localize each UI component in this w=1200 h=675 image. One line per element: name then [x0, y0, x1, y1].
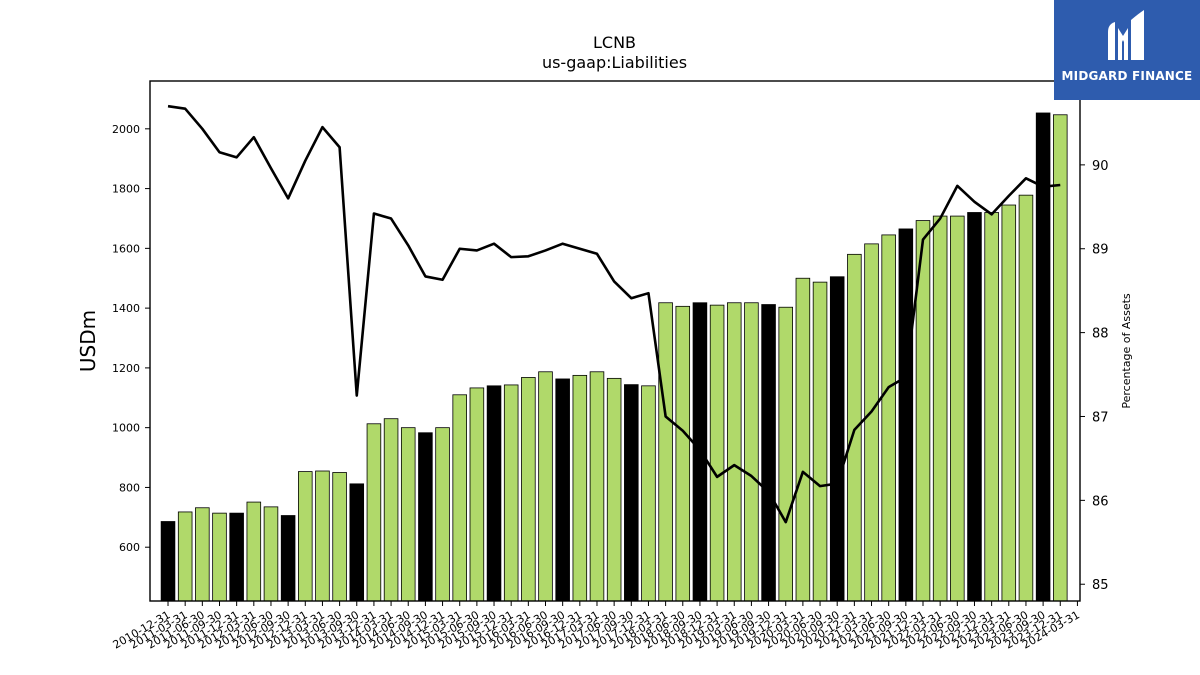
bar — [932, 215, 948, 602]
bar — [538, 371, 553, 602]
bar — [246, 501, 262, 602]
y-tick-label: 1000 — [112, 422, 140, 435]
bar — [864, 243, 879, 602]
bar — [315, 470, 330, 602]
y2-tick-label: 86 — [1092, 494, 1109, 509]
bar — [229, 512, 244, 602]
y-tick-label: 1200 — [112, 362, 140, 375]
bar — [641, 385, 656, 602]
bar — [829, 276, 845, 602]
chart-subtitle: us-gaap:Liabilities — [541, 53, 688, 72]
y2-axis-label: Percentage of Assets — [1120, 293, 1133, 409]
y-tick-label: 1800 — [112, 183, 140, 196]
bar — [383, 418, 399, 602]
logo-mark-icon — [1108, 10, 1144, 60]
bar — [366, 423, 382, 602]
bar — [298, 471, 313, 602]
y-axis-label: USDm — [76, 310, 100, 372]
bar — [726, 302, 742, 602]
y-tick-label: 800 — [119, 481, 140, 494]
bar — [160, 521, 176, 602]
bar — [177, 511, 193, 602]
y-tick-label: 1600 — [112, 242, 140, 255]
bar — [847, 253, 862, 602]
bar — [675, 305, 691, 602]
y2-tick-label: 85 — [1092, 578, 1109, 593]
chart-title: LCNB — [592, 33, 637, 52]
brand-logo: MIDGARD FINANCE — [1054, 0, 1200, 100]
bar — [761, 304, 776, 602]
bar — [589, 371, 605, 602]
y2-tick-label: 88 — [1092, 327, 1109, 342]
bar — [195, 507, 210, 602]
bar — [469, 387, 485, 602]
y2-tick-label: 90 — [1092, 159, 1109, 174]
bar — [572, 374, 588, 602]
y-tick-label: 2000 — [112, 123, 140, 136]
bar — [503, 384, 519, 602]
bar — [881, 234, 896, 602]
y2-tick-label: 87 — [1092, 410, 1109, 425]
y2-tick-label: 89 — [1092, 243, 1109, 258]
bar — [778, 306, 793, 602]
bar — [452, 394, 467, 602]
bar — [263, 506, 279, 602]
bar — [1053, 114, 1068, 602]
bar — [709, 304, 725, 602]
bar — [795, 277, 811, 602]
bar — [400, 427, 416, 602]
bar — [1001, 204, 1017, 602]
bar — [606, 377, 622, 602]
bar — [486, 385, 502, 602]
bar — [898, 228, 914, 602]
bar — [418, 432, 433, 602]
bar — [435, 427, 450, 602]
plot-frame — [149, 80, 1081, 602]
logo-text: MIDGARD FINANCE — [1061, 69, 1193, 83]
bar — [967, 212, 982, 602]
bar — [521, 377, 536, 602]
bar — [624, 384, 639, 602]
y-tick-label: 1400 — [112, 302, 140, 315]
bar — [212, 512, 227, 602]
y-tick-label: 600 — [119, 541, 140, 554]
bar — [744, 302, 759, 602]
bar — [280, 515, 296, 602]
bar — [984, 212, 999, 602]
bar — [658, 302, 673, 602]
bar — [332, 472, 347, 602]
bar — [812, 281, 828, 602]
bar — [950, 215, 965, 602]
bar — [349, 483, 365, 602]
bar — [555, 378, 570, 602]
percentage-line — [167, 104, 1061, 524]
bar — [1018, 194, 1034, 602]
